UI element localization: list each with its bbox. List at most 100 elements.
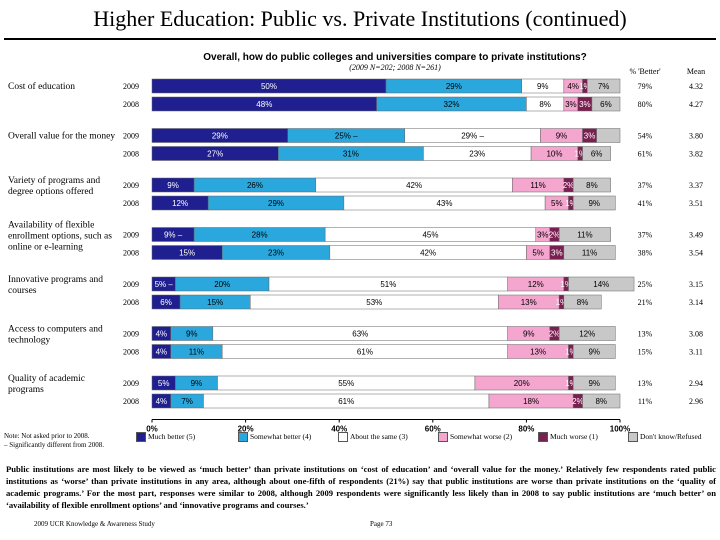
data-label: 9% [556,132,568,141]
group-label: Quality of academic [8,373,85,384]
data-label: 45% [422,231,438,240]
bar-segment [568,276,635,292]
data-label: 7% [181,397,193,406]
note-line-2: – Significantly different from 2008. [4,441,104,449]
data-label: 5% – [155,280,174,289]
legend-item: Somewhat better (4) [238,432,312,443]
data-label: 4% [156,348,168,357]
data-label: 3% [551,249,563,258]
data-label: 9% [537,82,549,91]
year-label: 2008 [123,397,139,406]
data-label: 8% [586,181,598,190]
data-label: 4% [567,82,579,91]
group-label: Overall value for the money [8,131,115,142]
data-label: 7% [598,82,610,91]
year-label: 2008 [123,199,139,208]
data-label: 4% [156,330,168,339]
mean-value: 3.82 [689,150,703,159]
data-label: 11% [582,249,597,258]
group-label: courses [8,286,37,296]
legend-item: Much better (5) [136,432,196,443]
legend-swatch [628,432,638,443]
legend-label: Much better (5) [148,432,196,441]
data-label: 15% [207,298,223,307]
group-label: online or e-learning [8,243,83,253]
legend-item: Much worse (1) [538,432,598,443]
data-label: 3% [565,100,577,109]
pct-better-value: 38% [638,249,653,258]
data-label: 9% [523,330,535,339]
data-label: 29% [446,82,462,91]
year-label: 2009 [123,379,139,388]
data-label: 43% [436,199,452,208]
footer-study-name: 2009 UCR Knowledge & Awareness Study [34,520,155,528]
data-label: 11% [189,348,204,357]
data-label: 13% [521,298,537,307]
footer-page-number: Page 73 [370,520,393,528]
data-label: 11% [577,231,592,240]
group-label: Access to computers and [8,325,103,335]
data-label: 23% [268,249,284,258]
data-label: 8% [595,397,607,406]
data-label: 61% [357,348,373,357]
data-label: 12% [528,280,544,289]
summary-paragraph: Public institutions are most likely to b… [6,464,716,510]
data-label: 9% – [164,231,183,240]
mean-value: 2.96 [689,397,703,406]
mean-value: 3.08 [689,330,703,339]
mean-value: 2.94 [689,379,703,388]
bar-segment [563,294,602,310]
data-label: 42% [406,181,422,190]
bar-segment [596,128,621,143]
mean-value: 3.54 [689,249,703,258]
x-tick-label: 80% [518,425,534,434]
data-label: 10% [546,150,562,159]
data-label: 1% [579,82,591,91]
data-label: 9% [588,379,600,388]
mean-value: 3.14 [689,298,703,307]
pct-better-value: 11% [638,397,653,406]
legend-label: Somewhat better (4) [250,432,312,441]
legend-item: Somewhat worse (2) [438,432,513,443]
data-label: 26% [247,181,263,190]
year-label: 2008 [123,150,139,159]
data-label: 20% [514,379,530,388]
legend-item: Don't know/Refused [628,432,702,443]
pct-better-value: 61% [638,150,653,159]
data-label: 6% [600,100,612,109]
pct-better-value: 21% [638,298,653,307]
data-label: 9% [588,348,600,357]
x-tick-label: 40% [331,425,347,434]
data-label: 9% [186,330,198,339]
data-label: 53% [366,298,382,307]
bar-segment [586,78,621,94]
data-label: 29% [268,199,284,208]
year-label: 2009 [123,82,139,91]
legend-label: Don't know/Refused [640,432,702,441]
data-label: 8% [539,100,551,109]
mean-value: 3.80 [689,132,703,141]
data-label: 1% [565,379,577,388]
data-label: 8% [577,298,589,307]
data-label: 2% [549,330,561,339]
legend-label: Much worse (1) [550,432,598,441]
stacked-bar-chart: Overall, how do public colleges and univ… [8,52,705,434]
mean-value: 3.15 [689,280,703,289]
bar-segment [582,146,611,161]
data-label: 5% [551,199,563,208]
legend-label: Somewhat worse (2) [450,432,513,441]
data-label: 1% [560,280,572,289]
data-label: 48% [256,100,272,109]
year-label: 2009 [123,181,139,190]
year-label: 2009 [123,231,139,240]
bar-segment [572,195,616,211]
col-header-better: % 'Better' [629,67,661,76]
data-label: 3% [537,231,549,240]
group-label: enrollment options, such as [8,232,112,242]
data-label: 42% [420,249,436,258]
year-label: 2008 [123,100,139,109]
data-label: 6% [591,150,603,159]
mean-value: 3.51 [689,199,703,208]
bar-segment [558,326,616,341]
bar-segment [582,393,621,409]
